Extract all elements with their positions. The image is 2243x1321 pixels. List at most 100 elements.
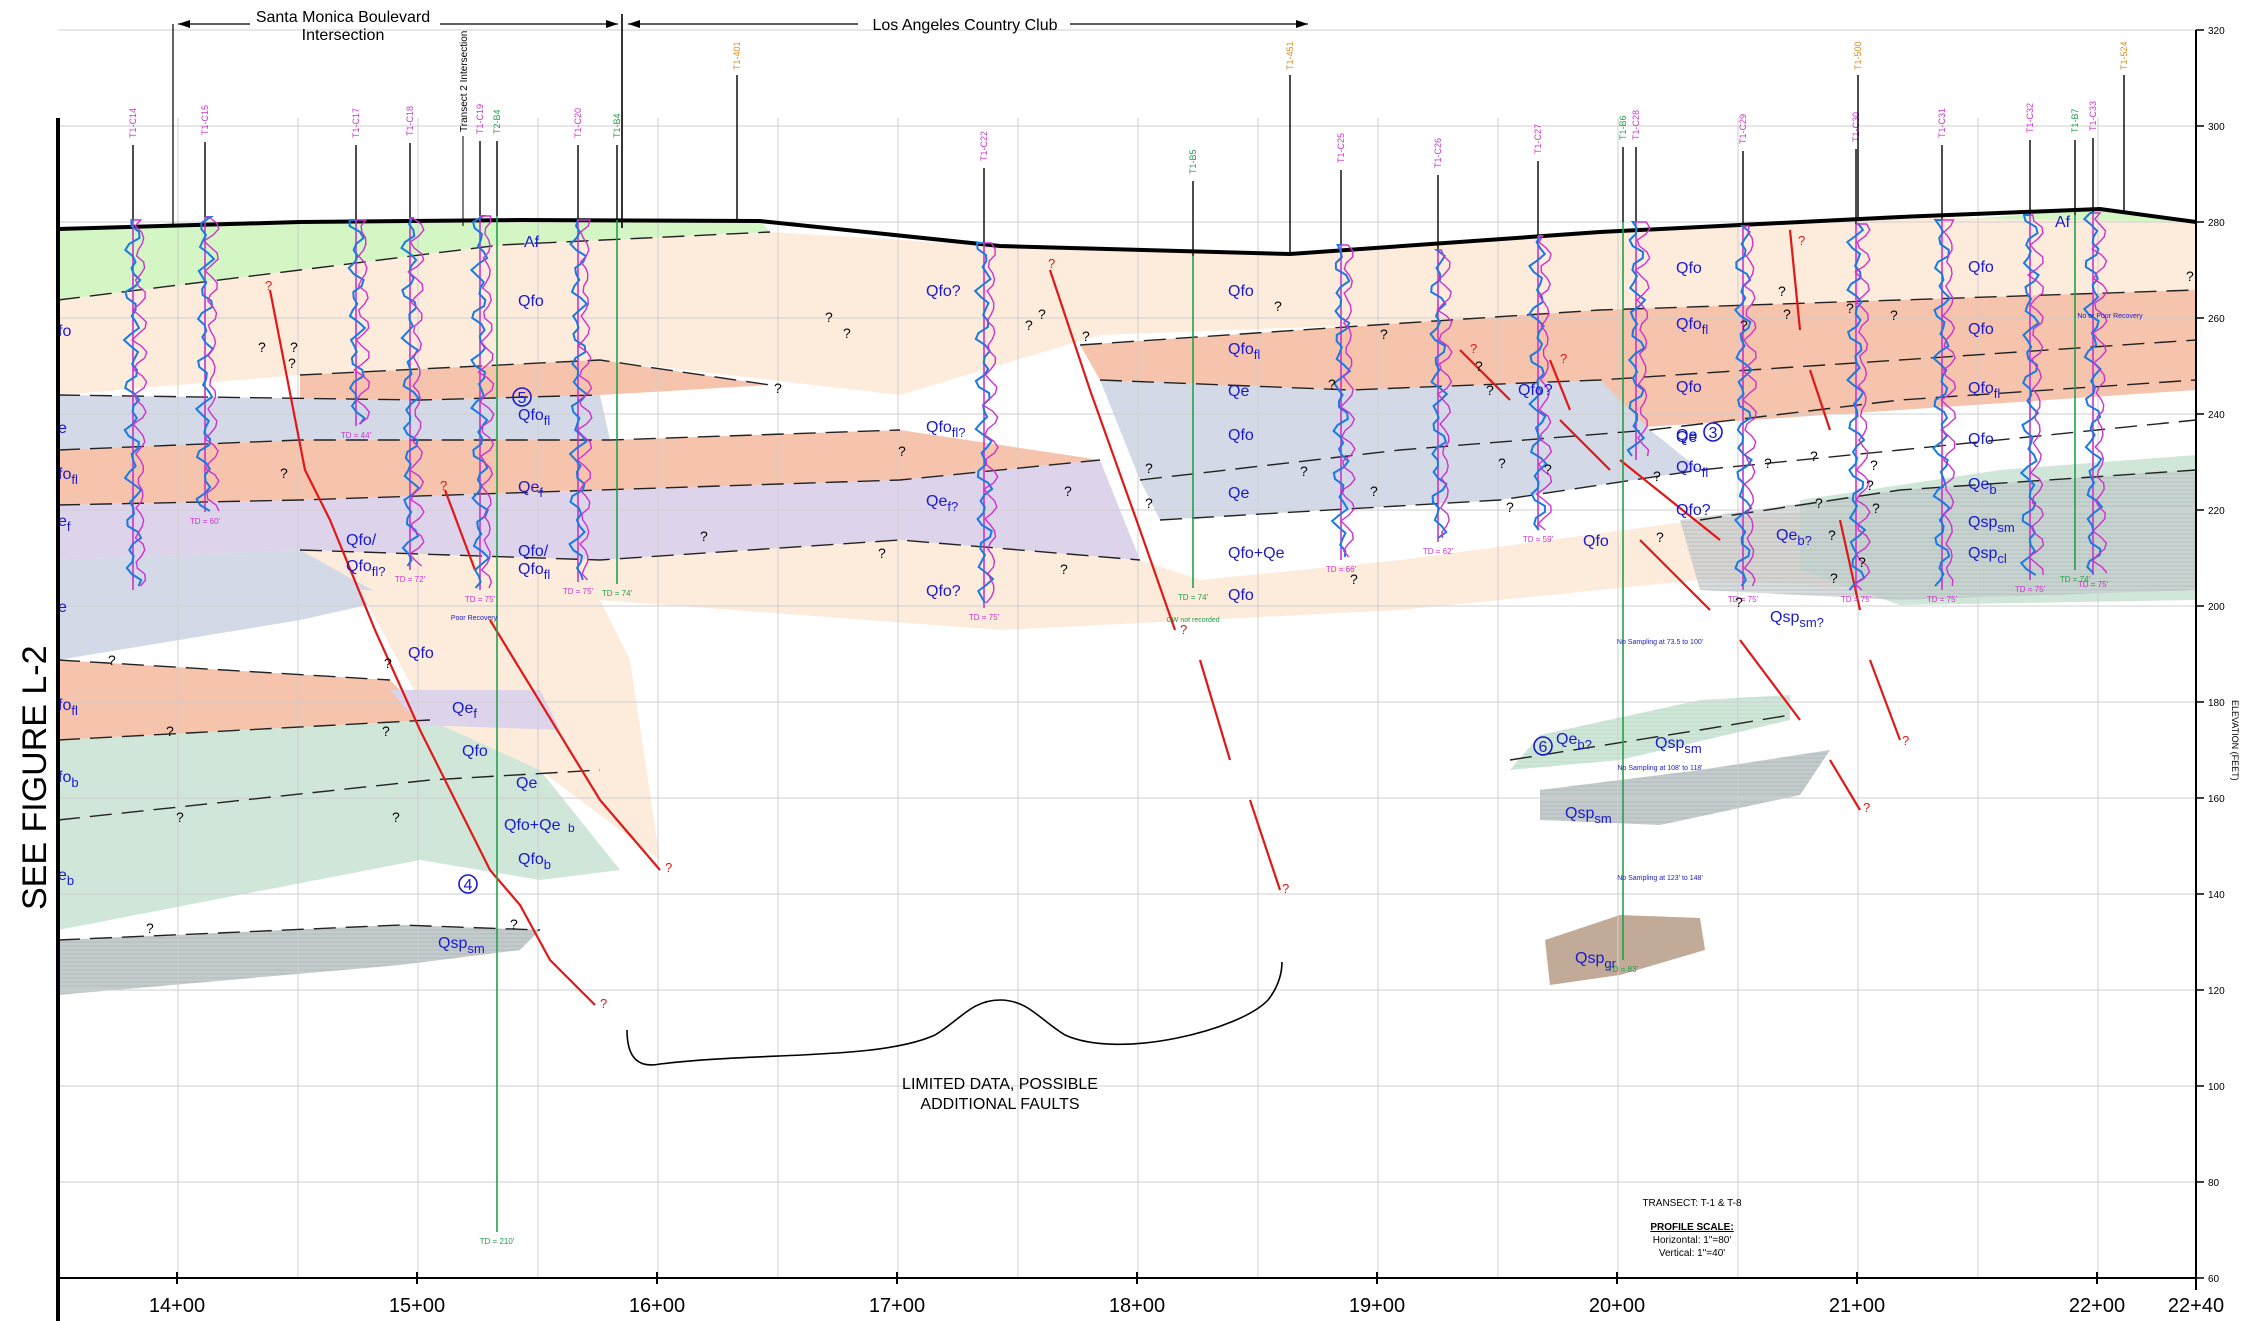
transect2-label: Transect 2 Intersection — [459, 31, 470, 132]
unit-qfofl-r1: Qfofl — [1228, 341, 1260, 362]
boring-label: T1-C17 — [351, 108, 361, 138]
contact-line — [1099, 339, 2197, 391]
fault-line — [1788, 229, 1802, 331]
unit-qfofl-r4: Qfofl — [1968, 380, 2000, 401]
circled-number-ring — [1703, 422, 1723, 442]
contact-line — [57, 769, 601, 821]
scale-vertical: Vertical: 1"=40' — [1659, 1248, 1725, 1259]
uncertain-contact-mark: ? — [1846, 300, 1854, 316]
x-tick-label: 16+00 — [629, 1295, 685, 1317]
circled-number: 3 — [1709, 425, 1718, 442]
fault-question-mark: ? — [265, 278, 272, 293]
unit-qfo-plus-qe-b: b — [568, 821, 575, 835]
cpt-friction-trace — [131, 219, 148, 587]
uncertain-contact-mark: ? — [382, 723, 390, 739]
cpt-tip-trace — [194, 216, 216, 512]
unit-qfo-plus-qe: Qfo+Qe — [504, 817, 561, 834]
fault-line — [1838, 519, 1862, 611]
cpt-tip-trace — [1845, 223, 1867, 591]
fault-question-mark: ? — [1180, 622, 1187, 637]
boring-td: TD = 75' — [2078, 580, 2109, 589]
x-tick-label: 19+00 — [1349, 1295, 1405, 1317]
contact-line — [1139, 379, 2197, 481]
cpt-friction-trace — [1634, 221, 1651, 457]
layer-qeb-lens-hatch — [1510, 695, 1790, 770]
contact-line — [57, 429, 901, 451]
unit-edge-e-1: e — [58, 420, 67, 437]
boring-label: T1-C28 — [1631, 110, 1641, 140]
cpt-friction-trace — [477, 215, 495, 589]
uncertain-contact-mark: ? — [280, 465, 288, 481]
cpt-friction-trace — [1939, 219, 1957, 587]
contact-line — [57, 231, 771, 301]
uncertain-contact-mark: ? — [1370, 483, 1378, 499]
uncertain-contact-mark: ? — [510, 916, 518, 932]
boring-td: TD = 60' — [190, 517, 221, 526]
cpt-friction-trace — [1339, 244, 1356, 558]
uncertain-contact-mark: ? — [258, 339, 266, 355]
boring-td: TD = 75' — [1728, 595, 1759, 604]
uncertain-contact-mark: ? — [1082, 328, 1090, 344]
scale-horizontal: Horizontal: 1"=80' — [1653, 1235, 1732, 1246]
scale-title: PROFILE SCALE: — [1650, 1222, 1733, 1233]
boring-td: TD = 59' — [1523, 535, 1554, 544]
fault-line — [1829, 759, 1861, 811]
y-axis-label: ELEVATION (FEET) — [2230, 700, 2240, 781]
layer-qfo-lower — [300, 480, 2196, 630]
uncertain-contact-mark: ? — [1810, 448, 1818, 464]
fault-question-mark: ? — [1560, 351, 1567, 366]
smb-title-line2: Intersection — [302, 27, 385, 44]
uncertain-contact-mark: ? — [384, 655, 392, 671]
unit-qspsm-r: Qspsm — [1968, 514, 2015, 535]
fault-line — [1639, 539, 1711, 611]
fault-line — [1048, 269, 1177, 631]
uncertain-contact-mark: ? — [878, 545, 886, 561]
cpt-friction-trace — [407, 217, 425, 567]
uncertain-contact-mark: ? — [1475, 358, 1483, 374]
fault-question-mark: ? — [665, 860, 672, 875]
boring-label: T1-C19 — [475, 104, 485, 134]
x-tick-label: 21+00 — [1829, 1295, 1885, 1317]
limited-data-brace — [626, 961, 1283, 1066]
note-no-sampling-2: No Sampling at 108' to 118' — [1617, 765, 1702, 772]
uncertain-contact-mark: ? — [1740, 317, 1748, 333]
cpt-tip-trace — [1527, 235, 1548, 531]
cpt-tip-trace — [347, 219, 367, 425]
fault-line — [1459, 349, 1511, 401]
x-axis: 14+00 15+00 16+00 17+00 18+00 19+00 20+00 21+00… — [149, 1272, 2224, 1317]
cpt-tip-trace — [973, 242, 995, 604]
fault-line — [443, 489, 477, 571]
x-tick-label: 20+00 — [1589, 1295, 1645, 1317]
fault-line — [1868, 659, 1902, 741]
unit-qef-q: Qef? — [926, 493, 958, 514]
unit-qfo-wedge: Qfo — [408, 645, 434, 662]
unit-qfofl-r2: Qfofl — [1676, 316, 1708, 337]
unit-qe-lower: Qe — [516, 775, 537, 792]
unit-qfo-q-4: Qfo? — [1676, 502, 1711, 519]
circled-numbers: 3 4 5 6 — [458, 387, 1723, 894]
circled-number: 6 — [1539, 739, 1548, 756]
annotation-line2: ADDITIONAL FAULTS — [920, 1096, 1079, 1113]
unit-qef: Qef — [518, 479, 543, 500]
boring-label: T1-C26 — [1433, 138, 1443, 168]
x-tick-label: 18+00 — [1109, 1295, 1165, 1317]
uncertain-contact-mark: ? — [1145, 495, 1153, 511]
boring-label: T1-C20 — [573, 108, 583, 138]
geologic-layers — [58, 209, 2196, 995]
cpt-friction-trace — [981, 242, 999, 604]
y-tick-label: 200 — [2208, 602, 2225, 613]
uncertain-contact-mark: ? — [700, 528, 708, 544]
contact-line — [1079, 289, 2197, 346]
unit-af-right: Af — [2055, 214, 2071, 231]
unit-edge-fo: fo — [58, 323, 71, 340]
boring-label: T1-C14 — [128, 108, 138, 138]
uncertain-contact-mark: ? — [1890, 307, 1898, 323]
circled-number-ring — [1533, 736, 1553, 756]
reference-label: T1-401 — [732, 41, 742, 70]
borings: T1-C14 T1-C15 TD = 60' T1-C17 TD = 44' T1-C18… — [122, 101, 2109, 1246]
layer-qe-mid — [1100, 380, 1650, 480]
uncertain-contact-mark: ? — [1274, 298, 1282, 314]
unit-qef-lower: Qef — [452, 700, 477, 721]
boring-td: TD = 210' — [480, 1237, 515, 1246]
layer-qe-right — [1140, 430, 1700, 520]
